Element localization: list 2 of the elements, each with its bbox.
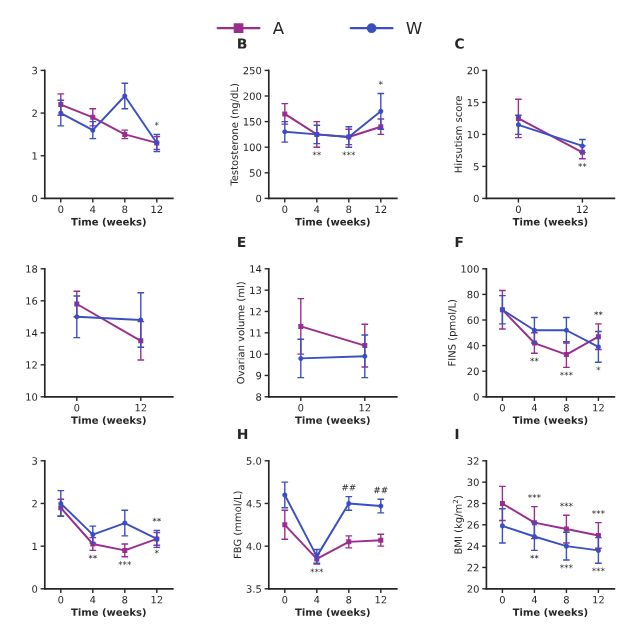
legend-label: W [406,21,422,35]
legend-label: A [272,21,284,35]
